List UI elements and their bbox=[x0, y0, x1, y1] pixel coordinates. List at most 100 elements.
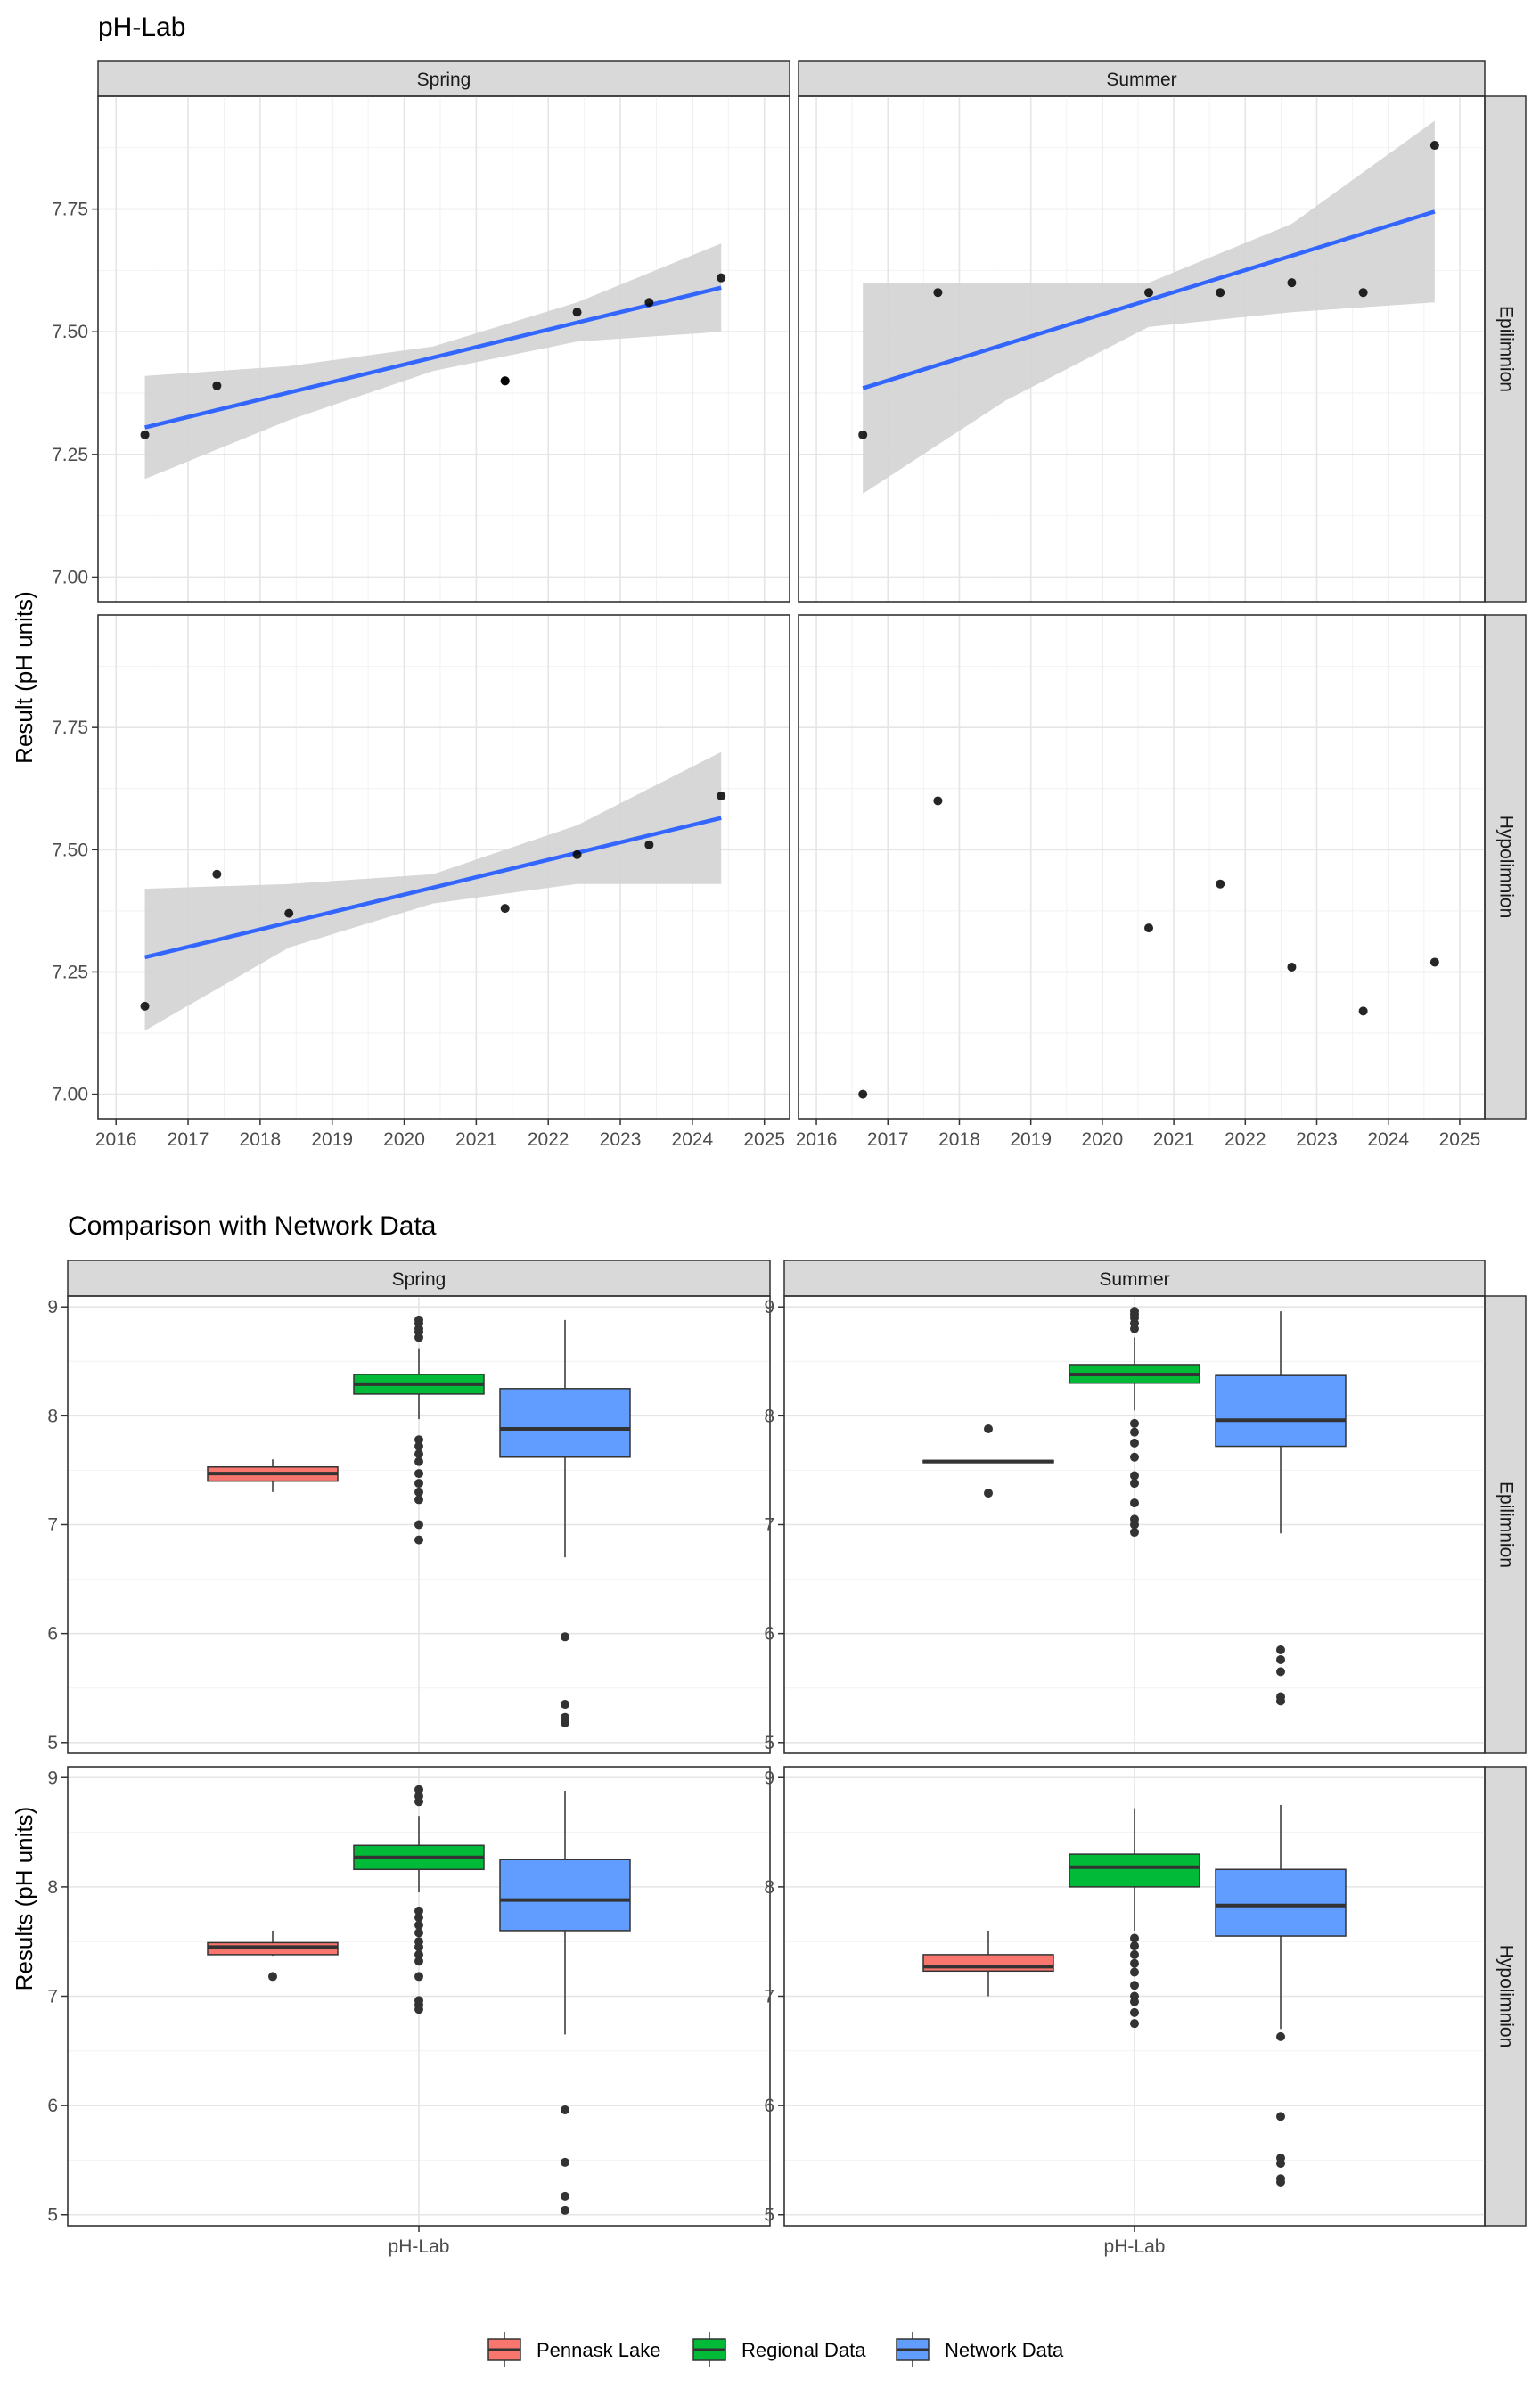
box-body bbox=[499, 1388, 631, 1458]
outlier-point bbox=[1130, 1498, 1139, 1508]
facet-label-epilimnion: Epilimnion bbox=[1496, 306, 1517, 392]
panel-border bbox=[97, 614, 790, 1120]
facet-strip-summer bbox=[798, 60, 1486, 97]
outlier-point bbox=[414, 1957, 423, 1966]
x-tick-label: 2021 bbox=[1153, 1129, 1195, 1150]
outlier-point bbox=[1130, 1427, 1139, 1437]
box-pennask-lake bbox=[922, 1930, 1054, 1997]
y-tick-label: 5 bbox=[47, 1733, 58, 1753]
data-point bbox=[500, 376, 510, 386]
data-point bbox=[717, 273, 726, 283]
box-body bbox=[922, 1954, 1054, 1973]
outlier-point bbox=[1276, 2112, 1285, 2121]
outlier-point bbox=[1276, 2177, 1285, 2187]
outlier-point bbox=[1130, 1418, 1139, 1428]
facet-strip-hypolimnion bbox=[1484, 614, 1527, 1120]
outlier-point bbox=[1276, 1667, 1285, 1677]
y-tick-label: 7.25 bbox=[52, 445, 88, 465]
outlier-point bbox=[414, 1785, 423, 1794]
outlier-point bbox=[1130, 1471, 1139, 1481]
outlier-point bbox=[414, 1435, 423, 1445]
y-tick-label: 7.25 bbox=[52, 962, 88, 982]
outlier-point bbox=[414, 1906, 423, 1916]
panel-summer-epilimnion bbox=[798, 95, 1486, 603]
data-point bbox=[140, 430, 150, 439]
x-tick-label: 2025 bbox=[1439, 1129, 1481, 1150]
legend-item-network-data: Network Data bbox=[896, 2332, 1064, 2367]
outlier-point bbox=[1130, 1958, 1139, 1968]
y-tick-label: 5 bbox=[47, 2205, 58, 2226]
confidence-band bbox=[144, 751, 722, 1031]
panel-border bbox=[798, 95, 1486, 603]
panel-border bbox=[97, 95, 790, 603]
legend-label: Pennask Lake bbox=[537, 2339, 660, 2361]
panel-spring-hypolimnion: 5 6 7 8 9 pH-Lab bbox=[47, 1766, 771, 2257]
trend-line bbox=[862, 209, 1436, 390]
panel-summer-hypolimnion: 2016 2017 2018 2019 2020 2021 2022 2023 2024 2025 bbox=[796, 614, 1486, 1150]
outlier-point bbox=[1130, 1520, 1139, 1530]
box-body bbox=[1069, 1853, 1200, 1888]
outlier-point bbox=[414, 1487, 423, 1497]
panel-spring-epilimnion: 5 6 7 8 9 bbox=[47, 1295, 771, 1754]
x-tick-label: 2020 bbox=[383, 1129, 425, 1150]
box-regional-data bbox=[353, 1785, 485, 2014]
outlier-point bbox=[1276, 2031, 1285, 2041]
panel-spring-epilimnion: 7.00 7.25 7.50 7.75 bbox=[52, 95, 790, 603]
outlier-point bbox=[1130, 2007, 1139, 2017]
panel-summer-hypolimnion: 5 6 7 8 9 pH-Lab bbox=[764, 1766, 1486, 2257]
x-tick-label: 2016 bbox=[95, 1129, 137, 1150]
outlier-point bbox=[414, 1441, 423, 1451]
box-pennask-lake bbox=[207, 1459, 339, 1492]
legend-item-pennask-lake: Pennask Lake bbox=[487, 2332, 660, 2367]
data-point bbox=[212, 869, 222, 879]
confidence-band bbox=[863, 120, 1435, 494]
outlier-point bbox=[414, 1315, 423, 1325]
facet-label-spring: Spring bbox=[417, 70, 471, 90]
x-tick-label: 2021 bbox=[455, 1129, 497, 1150]
outlier-point bbox=[1276, 1654, 1285, 1664]
outlier-point bbox=[1130, 1438, 1139, 1448]
x-tick-label: 2023 bbox=[600, 1129, 642, 1150]
boxplot-chart: Spring Summer Epilimnion Hypolimnion 5 6 7 8 9 5 6… bbox=[47, 1260, 1527, 2257]
y-tick-label: 7 bbox=[47, 1987, 58, 2007]
box-body bbox=[499, 1859, 631, 1932]
boxplot-chart-title: Comparison with Network Data bbox=[68, 1211, 437, 1241]
box-pennask-lake bbox=[207, 1930, 339, 1982]
outlier-point bbox=[1276, 2159, 1285, 2169]
legend: Pennask Lake Regional Data Network Data bbox=[487, 2332, 1064, 2367]
legend-item-regional-data: Regional Data bbox=[692, 2332, 866, 2367]
y-tick-label: 7 bbox=[764, 1515, 774, 1536]
y-tick-label: 6 bbox=[764, 1624, 774, 1645]
y-tick-label: 8 bbox=[47, 1406, 58, 1426]
facet-label-epilimnion: Epilimnion bbox=[1496, 1481, 1517, 1568]
outlier-point bbox=[984, 1489, 993, 1498]
y-tick-label: 7.75 bbox=[52, 718, 88, 738]
facet-strip-epilimnion bbox=[1484, 95, 1527, 603]
box-network-data bbox=[499, 1790, 631, 2215]
y-tick-label: 7.00 bbox=[52, 1085, 88, 1105]
data-point bbox=[644, 840, 654, 849]
y-tick-label: 5 bbox=[764, 1733, 774, 1753]
y-tick-label: 6 bbox=[764, 2096, 774, 2116]
data-point bbox=[1144, 288, 1154, 298]
data-point bbox=[1429, 957, 1439, 967]
data-point bbox=[284, 908, 294, 918]
facet-strip-spring bbox=[97, 60, 790, 97]
outlier-point bbox=[414, 1928, 423, 1938]
data-point bbox=[858, 1089, 868, 1099]
panel-border bbox=[798, 614, 1486, 1120]
outlier-point bbox=[414, 1972, 423, 1982]
outlier-point bbox=[1130, 1941, 1139, 1951]
outlier-point bbox=[1276, 1645, 1285, 1654]
y-tick-label: 9 bbox=[47, 1768, 58, 1788]
outlier-point bbox=[414, 1913, 423, 1923]
box-body bbox=[1215, 1374, 1347, 1448]
scatter-chart-title: pH-Lab bbox=[98, 12, 185, 42]
outlier-point bbox=[561, 2157, 569, 2167]
data-point bbox=[717, 791, 726, 800]
data-point bbox=[1287, 278, 1297, 288]
facet-strip-summer bbox=[783, 1260, 1486, 1297]
outlier-point bbox=[414, 1949, 423, 1959]
data-point bbox=[500, 904, 510, 914]
outlier-point bbox=[1130, 1967, 1139, 1977]
